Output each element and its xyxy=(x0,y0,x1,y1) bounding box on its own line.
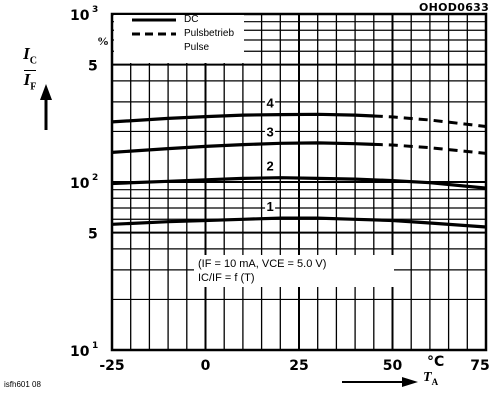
conditions-note: (IF = 10 mA, VCE = 5.0 V) IC/IF = f (T) xyxy=(196,257,329,285)
x-tick-label: 50 xyxy=(383,358,403,374)
series-line-3-pulse xyxy=(373,142,487,155)
series-line-4-pulse xyxy=(373,114,487,128)
doc-id: isfh601 08 xyxy=(4,380,41,389)
y-tick-exponent: 3 xyxy=(92,5,98,15)
series-line-3 xyxy=(111,141,374,154)
series-label-3: 3 xyxy=(266,124,273,139)
conditions-line: (IF = 10 mA, VCE = 5.0 V) xyxy=(198,258,327,270)
y-tick-label: 10 xyxy=(70,344,90,360)
series-label-bg xyxy=(265,97,276,110)
legend-background xyxy=(114,15,244,63)
x-axis-label: TA xyxy=(423,370,439,387)
y-tick-exponent: 2 xyxy=(92,173,98,183)
series-label-4: 4 xyxy=(266,96,274,111)
y-tick-label: 5 xyxy=(88,59,98,75)
series-label-bg xyxy=(265,160,276,173)
x-tick-label: 75 xyxy=(470,358,489,374)
series-label-bg xyxy=(265,201,276,214)
x-unit-label: °C xyxy=(427,354,445,370)
y-tick-label: 10 xyxy=(70,176,90,192)
legend-label-dc: DC xyxy=(184,14,199,25)
series-line-2 xyxy=(111,176,487,190)
legend-box xyxy=(114,15,244,63)
y-tick-exponent: 1 xyxy=(92,341,98,351)
figure-code: OHOD0633 xyxy=(419,1,490,14)
series-label-1: 1 xyxy=(266,199,273,214)
series-lines: 1 2 3 4 xyxy=(111,96,487,229)
x-tick-label: 0 xyxy=(201,358,211,374)
y-axis-arrowhead xyxy=(40,84,52,100)
x-tick-label: -25 xyxy=(99,358,124,374)
function-line: IC/IF = f (T) xyxy=(198,272,255,284)
x-axis-arrowhead xyxy=(402,377,418,387)
series-line-4 xyxy=(111,112,374,124)
series-line-1 xyxy=(111,216,487,229)
y-tick-label: 10 xyxy=(70,8,90,24)
x-tick-label: 25 xyxy=(289,358,308,374)
y-tick-label: 5 xyxy=(88,227,98,243)
series-label-bg xyxy=(265,126,276,139)
legend-label-pulse: Pulse xyxy=(184,42,210,53)
y-unit-label: % xyxy=(97,34,109,48)
series-label-2: 2 xyxy=(266,159,273,174)
y-axis-label: IC IF xyxy=(16,45,44,96)
legend-label-pulsbetrieb: Pulsbetrieb xyxy=(184,28,235,39)
